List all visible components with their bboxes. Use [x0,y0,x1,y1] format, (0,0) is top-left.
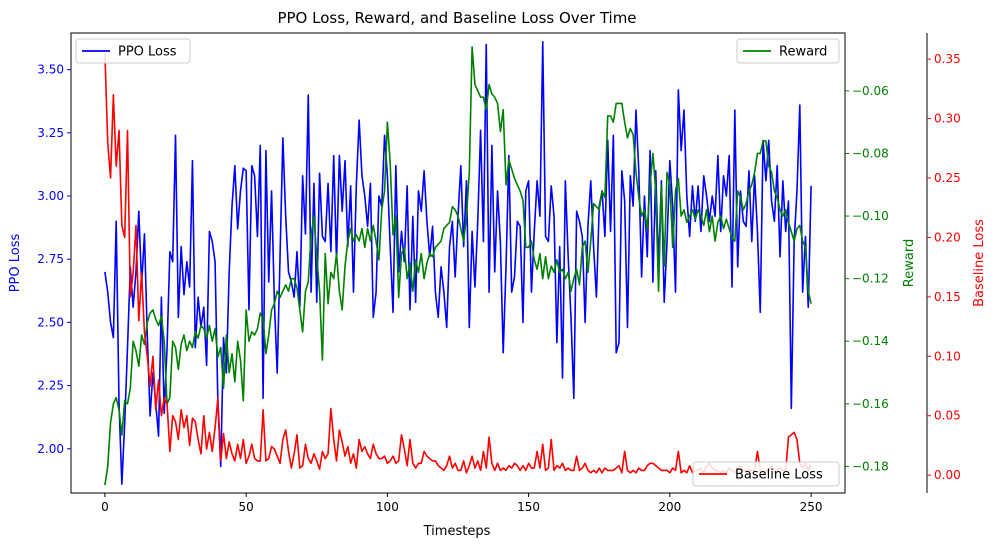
legend-box [75,38,191,64]
x-tick-label: 200 [658,500,681,514]
baseline-loss-axis-tick-label: 0.30 [934,112,961,126]
baseline-loss-axis-label: Baseline Loss [972,219,987,307]
ppo-loss-axis-tick-label: 3.25 [37,126,64,140]
legend-label: Baseline Loss [735,468,823,483]
plot-frame [70,32,846,494]
baseline-loss-axis-tick-label: 0.00 [934,468,961,482]
legend-label: Reward [779,45,827,60]
ppo-loss-axis-label: PPO Loss [8,233,23,292]
series-line-ppo-loss [104,41,812,485]
x-tick-label: 150 [517,500,540,514]
baseline-loss-axis-tick-label: 0.25 [934,171,961,185]
series-line-reward [104,46,812,486]
baseline-loss-axis-tick-label: 0.20 [934,230,961,244]
x-tick-label: 100 [376,500,399,514]
legend-baseline-loss: Baseline Loss [692,461,840,487]
ppo-loss-axis-tick-label: 3.00 [37,189,64,203]
reward-axis-tick-label: −0.10 [852,209,889,223]
plot-area: 0 50 100 150 200 250 2.00 2.25 2.50 2.75 3.00 3.25 3… [8,32,987,514]
ppo-loss-axis-tick-label: 2.25 [37,379,64,393]
ppo-loss-axis: 2.00 2.25 2.50 2.75 3.00 3.25 3.50 PPO Loss [8,63,71,456]
reward-axis-tick-label: −0.14 [852,334,889,348]
x-tick-label: 250 [800,500,823,514]
legend-box [692,461,840,487]
ppo-loss-axis-tick-label: 2.00 [37,442,64,456]
reward-axis-tick-label: −0.06 [852,84,889,98]
legend-label: PPO Loss [118,45,177,60]
reward-axis-tick-label: −0.12 [852,272,889,286]
x-axis-label: Timesteps [423,524,491,539]
legend-box [736,38,840,64]
x-axis: 0 50 100 150 200 250 [101,493,823,514]
x-tick-label: 0 [101,500,109,514]
reward-axis-tick-label: −0.08 [852,146,889,160]
baseline-loss-axis-tick-label: 0.05 [934,409,961,423]
legend-reward: Reward [736,38,840,64]
baseline-loss-axis-tick-label: 0.10 [934,349,961,363]
ppo-loss-axis-tick-label: 3.50 [37,63,64,77]
reward-axis: −0.18 −0.16 −0.14 −0.12 −0.10 −0.08 −0.06 Rewar… [845,84,917,473]
reward-axis-tick-label: −0.16 [852,397,889,411]
series-line-baseline-loss [104,53,812,474]
baseline-loss-axis-tick-label: 0.15 [934,290,961,304]
legend-ppo-loss: PPO Loss [75,38,191,64]
reward-axis-label: Reward [902,239,917,287]
reward-axis-tick-label: −0.18 [852,459,889,473]
ppo-loss-axis-tick-label: 2.50 [37,315,64,329]
chart-title: PPO Loss, Reward, and Baseline Loss Over… [277,9,636,27]
ppo-loss-axis-tick-label: 2.75 [37,252,64,266]
series-lines [104,41,812,486]
x-tick-label: 50 [238,500,253,514]
baseline-loss-axis: 0.00 0.05 0.10 0.15 0.20 0.25 0.30 0.35 Baseline… [927,52,987,482]
baseline-loss-axis-tick-label: 0.35 [934,52,961,66]
